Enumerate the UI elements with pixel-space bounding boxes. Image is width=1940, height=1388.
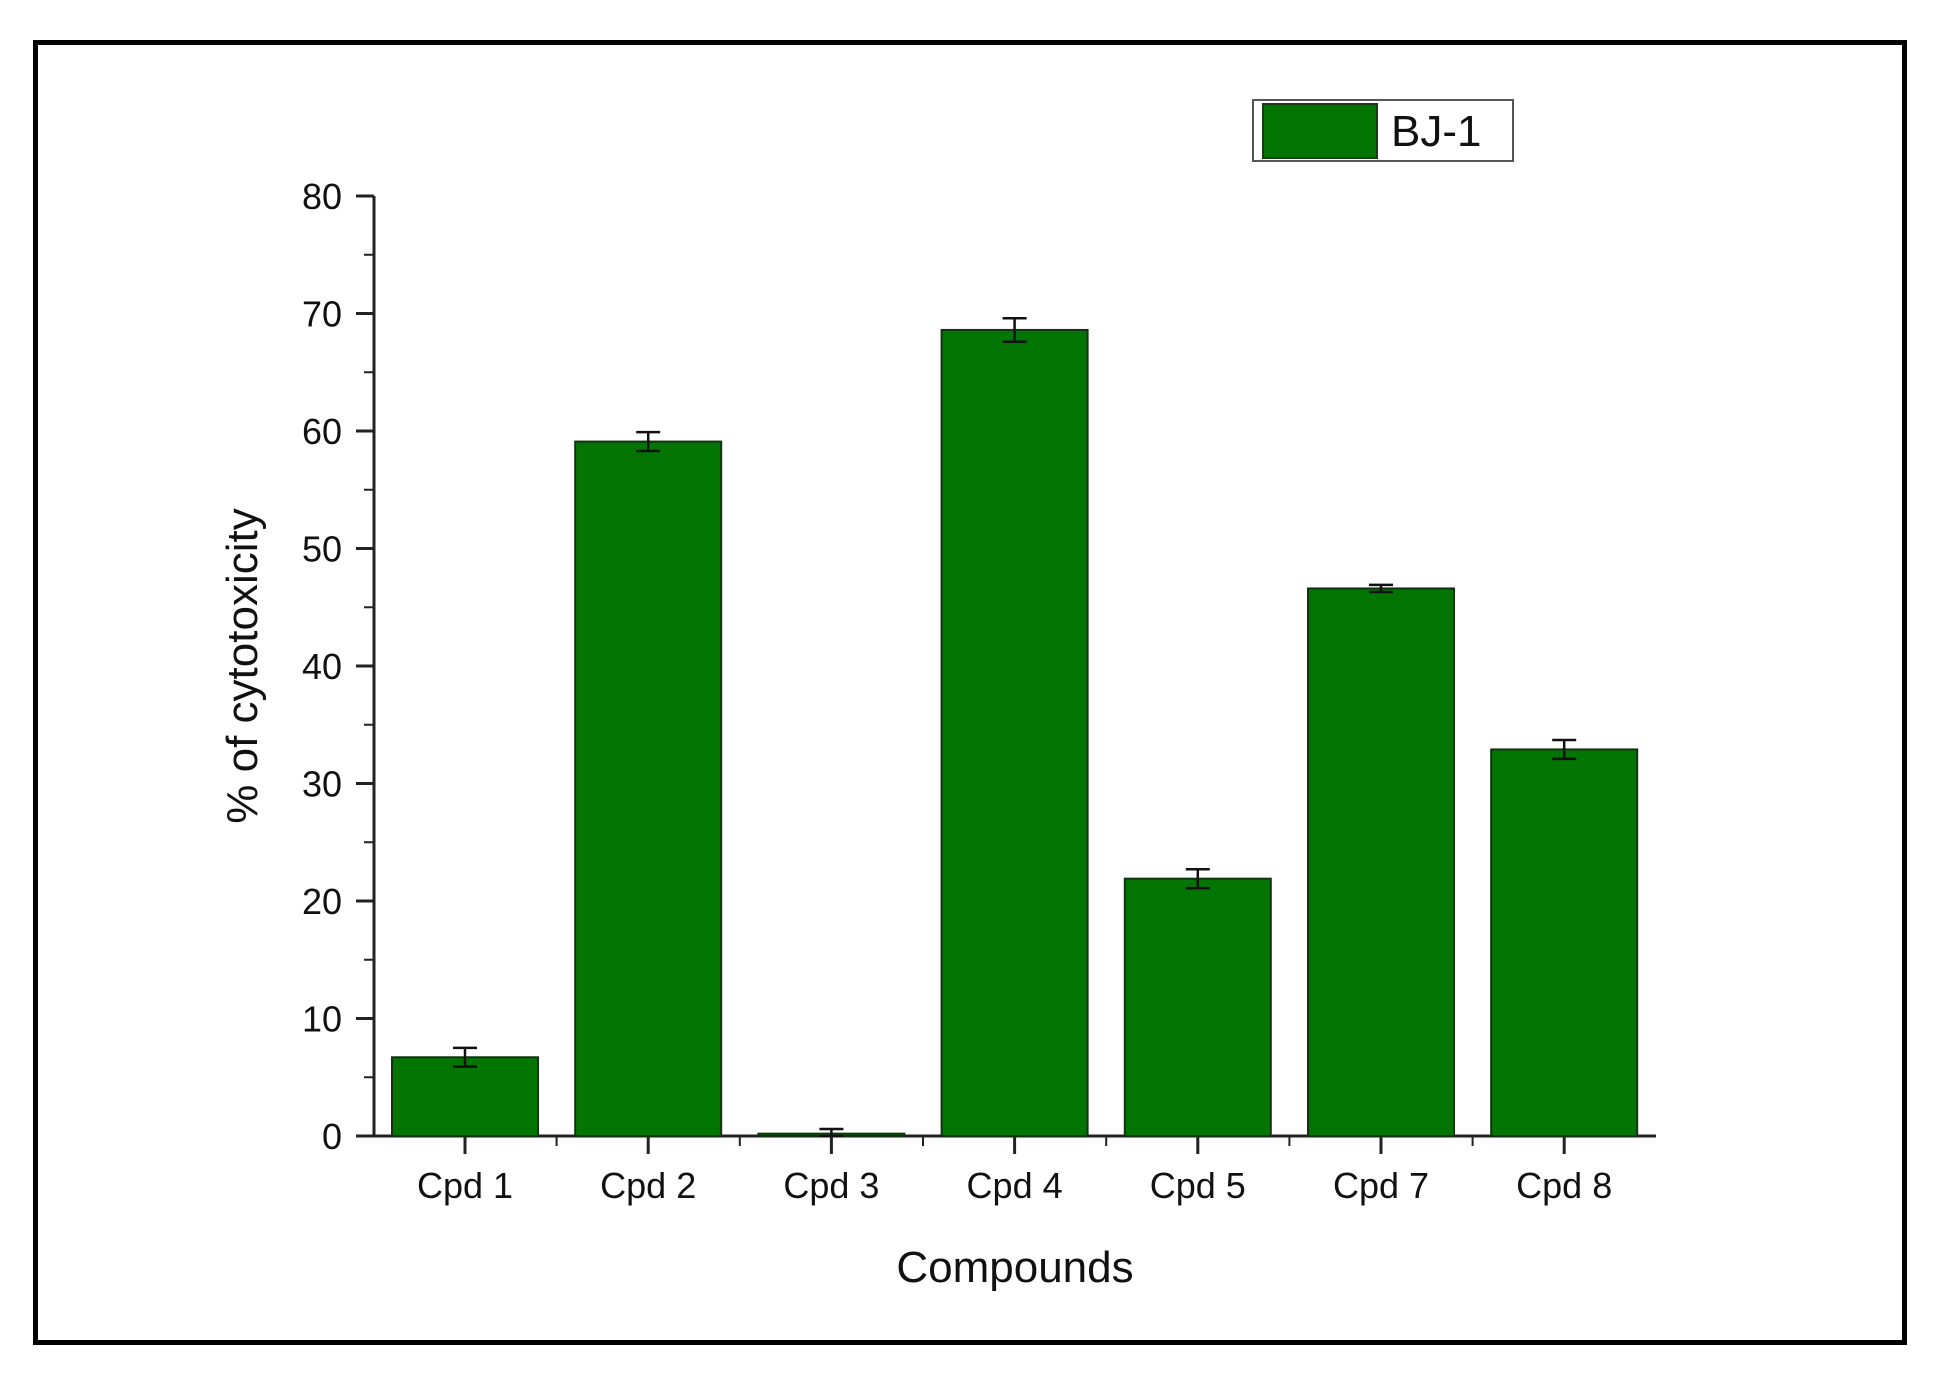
y-tick-label-10: 10 [302, 999, 342, 1040]
x-tick-label-cpd-1: Cpd 1 [417, 1165, 513, 1206]
error-bars [453, 316, 1577, 1138]
x-tick-label-cpd-7: Cpd 7 [1333, 1165, 1429, 1206]
error-bar-cpd-2 [636, 430, 661, 453]
x-tick-label-cpd-8: Cpd 8 [1516, 1165, 1612, 1206]
x-tick-label-cpd-2: Cpd 2 [600, 1165, 696, 1206]
error-bar-cpd-7 [1369, 583, 1393, 594]
x-tick-label-cpd-5: Cpd 5 [1150, 1165, 1246, 1206]
y-axis-ticks: 0 10 20 30 40 50 60 70 80 [302, 176, 374, 1157]
x-axis-title: Compounds [896, 1243, 1133, 1292]
y-axis-title: % of cytotoxicity [218, 508, 267, 823]
y-tick-label-20: 20 [302, 881, 342, 922]
y-tick-label-30: 30 [302, 764, 342, 805]
bar-cpd-5 [1123, 877, 1272, 1137]
error-bar-cpd-3 [819, 1127, 844, 1138]
legend-swatch [1262, 103, 1378, 159]
y-tick-label-70: 70 [302, 294, 342, 335]
bar-cpd-2 [574, 440, 723, 1137]
error-bar-cpd-1 [453, 1046, 477, 1068]
bar-cpd-1 [391, 1056, 539, 1138]
error-bar-cpd-4 [1002, 316, 1027, 343]
y-tick-label-60: 60 [302, 411, 342, 452]
error-bar-cpd-5 [1185, 868, 1210, 890]
bar-cpd-8 [1490, 748, 1639, 1137]
bar-cpd-4 [940, 328, 1089, 1137]
legend: BJ-1 [1252, 99, 1514, 162]
legend-label-bj-1: BJ-1 [1391, 107, 1481, 156]
bars [391, 328, 1639, 1138]
y-tick-label-50: 50 [302, 529, 342, 570]
y-tick-label-40: 40 [302, 646, 342, 687]
error-bar-cpd-8 [1552, 738, 1577, 761]
y-tick-label-80: 80 [302, 176, 342, 217]
x-tick-label-cpd-4: Cpd 4 [967, 1165, 1063, 1206]
x-axis-ticks: Cpd 1 Cpd 2 Cpd 3 Cpd 4 Cpd 5 Cpd 7 Cpd 8 [417, 1136, 1612, 1206]
bar-cpd-7 [1307, 587, 1455, 1137]
x-tick-label-cpd-3: Cpd 3 [783, 1165, 879, 1206]
y-tick-label-0: 0 [322, 1116, 342, 1157]
